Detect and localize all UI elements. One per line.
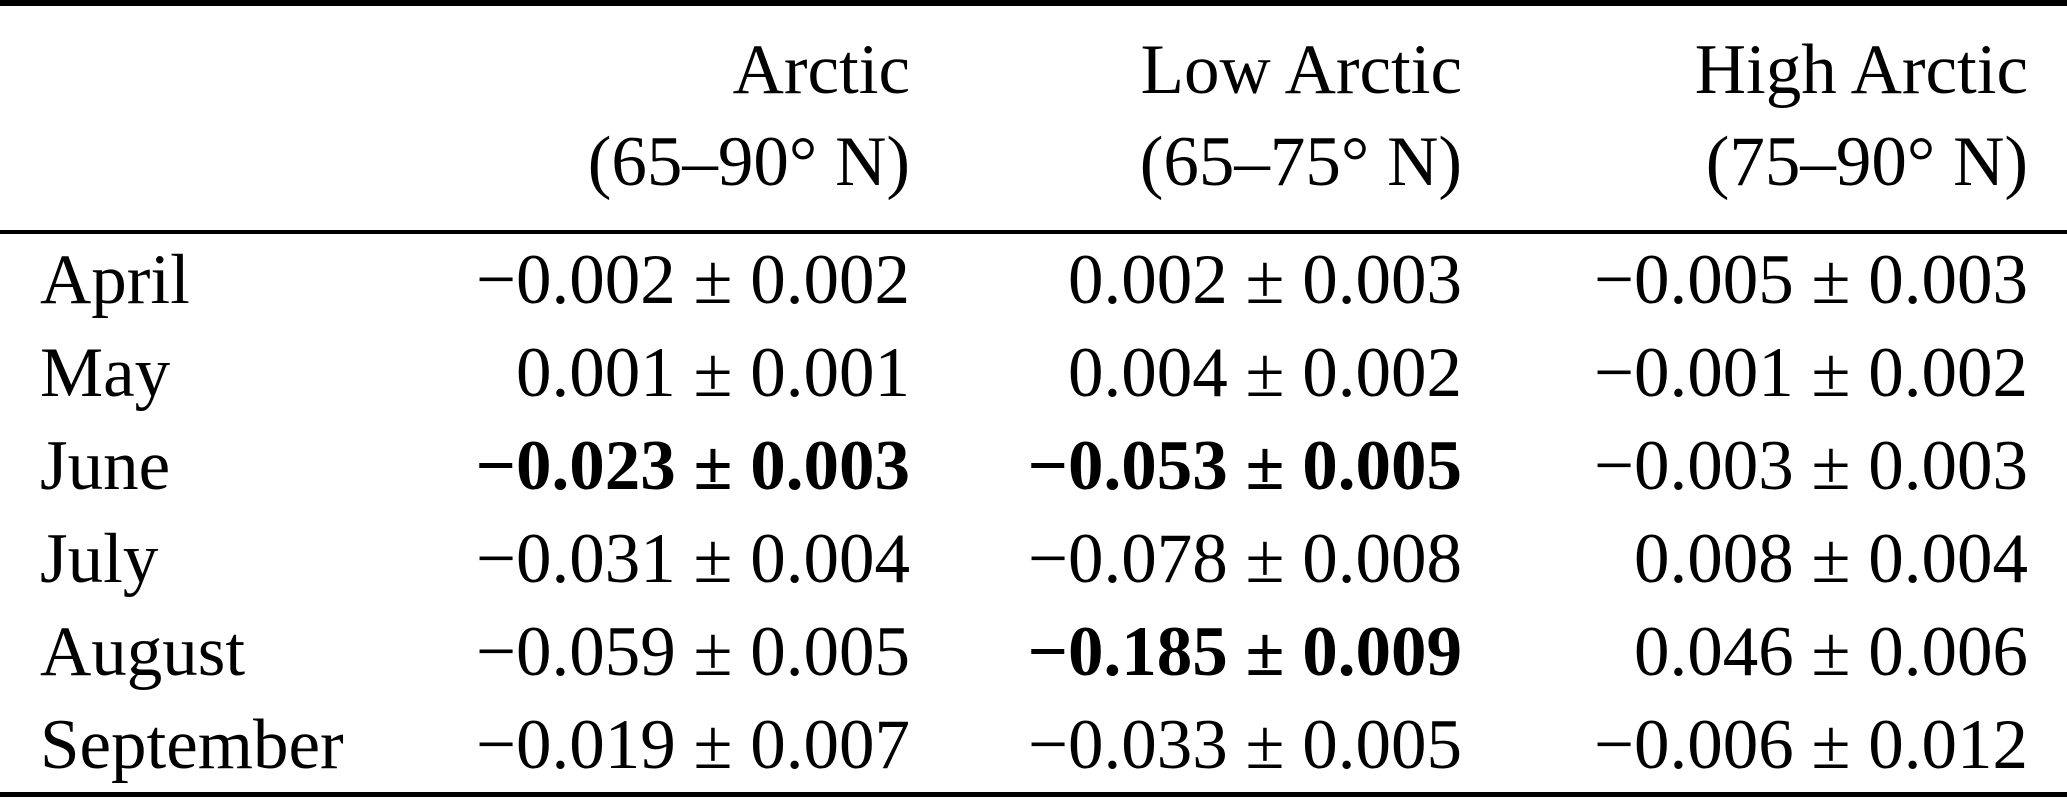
column-title-high-arctic: High Arctic [1694,31,2028,109]
value-cell-july-low-arctic: −0.078 ± 0.008 [1027,520,1462,598]
table-row-june: June −0.023 ± 0.003 −0.053 ± 0.005 −0.00… [0,420,2067,513]
table-row-may: May 0.001 ± 0.001 0.004 ± 0.002 −0.001 ±… [0,327,2067,420]
value-cell-july-high-arctic: 0.008 ± 0.004 [1634,520,2028,598]
header-row: Arctic (65–90° N) Low Arctic (65–75° N) … [0,3,2067,232]
value-cell-april-low-arctic: 0.002 ± 0.003 [1068,241,1462,319]
value-cell-june-low-arctic: −0.053 ± 0.005 [1027,427,1462,505]
table-row-july: July −0.031 ± 0.004 −0.078 ± 0.008 0.008… [0,513,2067,606]
value-cell-august-arctic: −0.059 ± 0.005 [475,613,910,691]
value-cell-april-high-arctic: −0.005 ± 0.003 [1593,241,2028,319]
table-header: Arctic (65–90° N) Low Arctic (65–75° N) … [0,3,2067,232]
column-range-low-arctic: (65–75° N) [1139,123,1462,201]
row-label-august: August [40,613,246,691]
row-label-july: July [40,520,159,598]
column-title-arctic: Arctic [732,31,910,109]
header-low-arctic: Low Arctic (65–75° N) [910,3,1462,232]
value-cell-september-arctic: −0.019 ± 0.007 [475,706,910,784]
row-label-april: April [40,241,190,319]
header-high-arctic: High Arctic (75–90° N) [1462,3,2067,232]
value-cell-june-arctic: −0.023 ± 0.003 [475,427,910,505]
value-cell-june-high-arctic: −0.003 ± 0.003 [1593,427,2028,505]
row-label-june: June [40,427,171,505]
value-cell-may-high-arctic: −0.001 ± 0.002 [1593,334,2028,412]
column-range-arctic: (65–90° N) [587,123,910,201]
table-body: April −0.002 ± 0.002 0.002 ± 0.003 −0.00… [0,232,2067,795]
value-cell-may-arctic: 0.001 ± 0.001 [516,334,910,412]
column-range-high-arctic: (75–90° N) [1705,123,2028,201]
table-row-april: April −0.002 ± 0.002 0.002 ± 0.003 −0.00… [0,232,2067,327]
value-cell-september-high-arctic: −0.006 ± 0.012 [1593,706,2028,784]
table-row-august: August −0.059 ± 0.005 −0.185 ± 0.009 0.0… [0,606,2067,699]
value-cell-april-arctic: −0.002 ± 0.002 [475,241,910,319]
row-label-september: September [40,706,344,784]
value-cell-august-high-arctic: 0.046 ± 0.006 [1634,613,2028,691]
value-cell-may-low-arctic: 0.004 ± 0.002 [1068,334,1462,412]
header-arctic: Arctic (65–90° N) [340,3,910,232]
value-cell-august-low-arctic: −0.185 ± 0.009 [1027,613,1462,691]
value-cell-july-arctic: −0.031 ± 0.004 [475,520,910,598]
row-label-may: May [40,334,171,412]
value-cell-september-low-arctic: −0.033 ± 0.005 [1027,706,1462,784]
table-row-september: September −0.019 ± 0.007 −0.033 ± 0.005 … [0,699,2067,795]
header-spacer-cell [0,3,340,232]
column-title-low-arctic: Low Arctic [1140,31,1462,109]
